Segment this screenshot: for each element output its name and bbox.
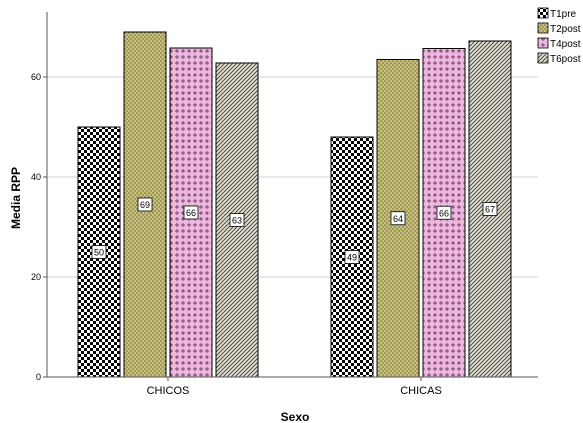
data-label-box [344, 250, 360, 264]
data-label-box [137, 197, 153, 212]
data-label: 64 [393, 214, 403, 224]
legend-label: T2post [550, 24, 581, 35]
value-labels-group: 50 69 66 63 49 64 66 67 [91, 197, 498, 264]
data-label-box [91, 245, 107, 259]
y-tick-label: 0 [36, 372, 41, 382]
axes [46, 12, 538, 378]
data-label: 66 [439, 208, 449, 218]
y-tick-label: 20 [31, 272, 41, 282]
x-ticks: CHICOS CHICAS [147, 377, 442, 397]
data-label: 63 [232, 216, 242, 226]
x-tick-label: CHICAS [400, 385, 442, 397]
y-tick-label: 60 [31, 72, 41, 82]
data-label: 50 [94, 248, 104, 258]
x-tick-label: CHICOS [147, 385, 190, 397]
data-label: 67 [485, 205, 495, 215]
y-axis-label: Media RPP [9, 167, 23, 229]
y-ticks: 0 20 40 60 [31, 72, 47, 382]
data-label-box [229, 213, 245, 227]
legend-swatch-T6post [537, 52, 549, 64]
x-axis-label: Sexo [281, 410, 310, 423]
legend-swatch-T1pre [537, 7, 549, 19]
legend: T1pre T2post T4post T6post [537, 7, 581, 65]
data-label: 49 [347, 253, 357, 263]
data-label: 69 [140, 200, 150, 210]
y-tick-label: 40 [31, 172, 41, 182]
data-label-box [390, 211, 406, 226]
data-label-box [436, 205, 452, 220]
data-label: 66 [186, 208, 196, 218]
legend-swatch-T2post [537, 22, 549, 34]
legend-label: T4post [550, 39, 581, 50]
legend-swatch-T4post [537, 37, 549, 49]
data-label-box [482, 202, 498, 216]
legend-label: T1pre [550, 9, 577, 20]
data-label-box [183, 205, 199, 220]
legend-label: T6post [550, 54, 581, 65]
